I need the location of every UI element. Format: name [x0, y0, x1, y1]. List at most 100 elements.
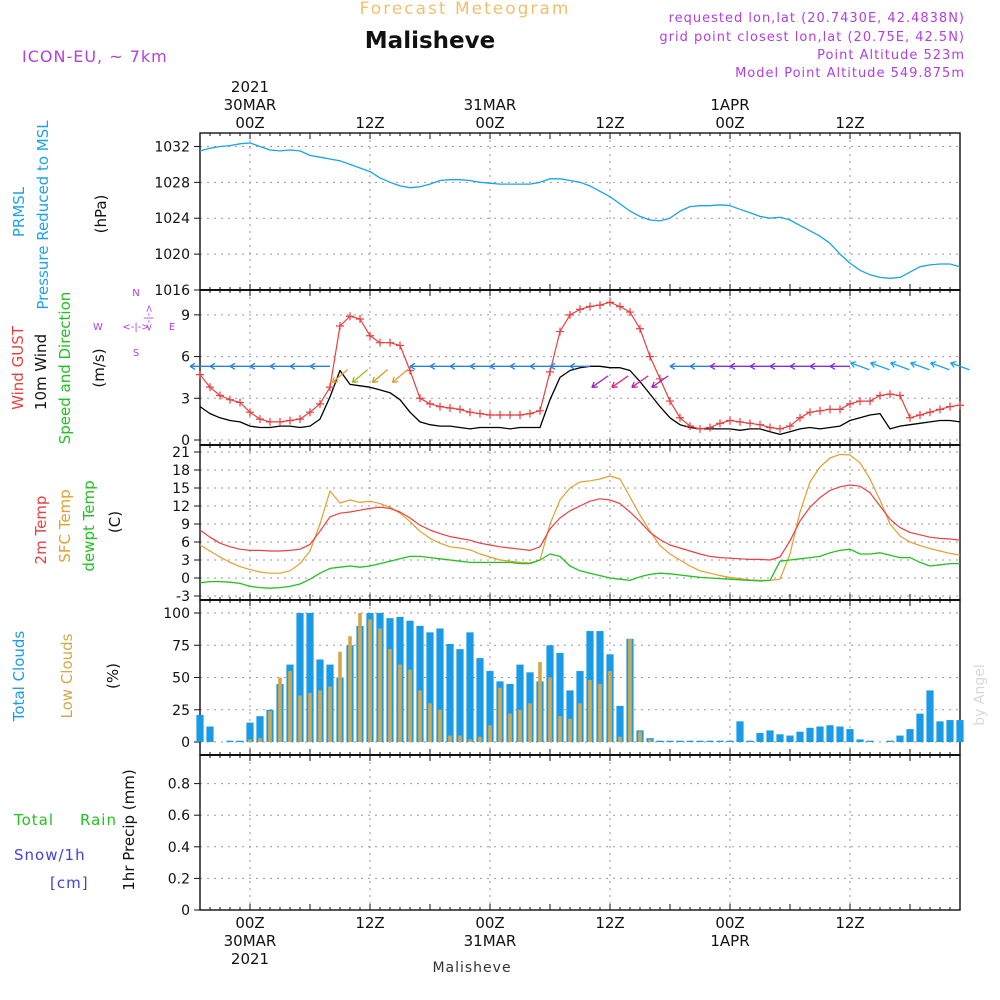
wind-10m-label: 10m Wind [32, 334, 50, 410]
prmsl-label: PRMSL [10, 186, 28, 237]
gust-marker [806, 408, 814, 417]
compass-arrow-we: <-|-> [122, 322, 149, 333]
wind-arrow [289, 362, 310, 370]
top-time-label: 1APR [710, 96, 749, 114]
wind-arrow [669, 362, 690, 370]
wind-arrow [409, 362, 430, 370]
gridpoint-coords: grid point closest lon,lat (20.75E, 42.5… [659, 30, 965, 45]
low-cloud-bar [478, 736, 482, 742]
wind-arrow [910, 361, 930, 371]
wind-arrow-head [890, 361, 897, 368]
wind-arrow-shaft [611, 375, 629, 388]
bottom-time-label: 12Z [835, 914, 864, 932]
wind-arrow-head [809, 362, 816, 370]
wind-arrow [469, 362, 490, 370]
rain-label: Rain [80, 811, 117, 829]
gust-marker [596, 301, 604, 310]
total-cloud-bar [806, 727, 814, 742]
total-cloud-bar [256, 716, 264, 742]
gust-marker [686, 422, 694, 431]
gust-marker [386, 338, 394, 347]
gust-marker [196, 370, 204, 379]
total-cloud-bar [666, 740, 674, 742]
gust-marker [496, 410, 504, 419]
low-cloud-bar [358, 613, 362, 742]
bottom-time-label: 31MAR [464, 932, 517, 950]
temp-labels: 2m Temp SFC Temp dewpt Temp (C) [32, 480, 124, 571]
wind-arrow-shaft [631, 375, 649, 388]
compass-w: W [93, 322, 103, 333]
gust-marker [436, 402, 444, 411]
total-cloud-bar [826, 725, 834, 742]
wind-arrow-head [209, 362, 216, 370]
snow-unit-label: [cm] [50, 874, 89, 892]
precip-labels: Total Rain Snow/1h [cm] 1hr Precip (mm) [13, 769, 138, 892]
gust-marker [826, 405, 834, 414]
low-cloud-bar [598, 683, 602, 742]
temp-tick-label: 15 [172, 481, 190, 497]
clouds-tick-label: 25 [172, 703, 190, 719]
total-cloud-bar [206, 726, 214, 742]
total-cloud-bar [796, 731, 804, 742]
gust-marker [576, 305, 584, 314]
total-cloud-bar [846, 729, 854, 742]
wind-arrow-head [429, 362, 436, 370]
gust-marker [346, 312, 354, 321]
bottom-time-label: 1APR [710, 932, 749, 950]
wind-arrow-head [930, 361, 937, 368]
gust-marker [376, 338, 384, 347]
wind-arrow [729, 362, 750, 370]
precip-tick-label: 0.2 [168, 871, 190, 887]
model-label: ICON-EU, ~ 7km [22, 47, 168, 66]
total-cloud-bar [226, 740, 234, 742]
wind-arrow-head [351, 376, 359, 384]
total-cloud-bar [776, 734, 784, 742]
compass-n: N [132, 288, 139, 299]
watermark: by Angel [972, 664, 988, 725]
total-cloud-bar [926, 690, 934, 742]
sfc-temp-line [199, 453, 961, 582]
model-altitude: Model Point Altitude 549.875m [735, 66, 965, 81]
wind-arrow-shaft [870, 362, 890, 371]
gust-marker [466, 408, 474, 417]
wind-arrow [391, 369, 409, 384]
wind-arrow-head [850, 361, 857, 368]
wind-arrow [351, 369, 369, 384]
wind-arrow-head [249, 362, 256, 370]
gust-marker [516, 410, 524, 419]
gust-marker [906, 413, 914, 422]
wind-arrow [890, 361, 910, 371]
low-cloud-bar [328, 686, 332, 742]
temp-tick-label: 12 [172, 499, 190, 515]
wind-arrow [930, 361, 950, 371]
gust-marker [956, 401, 964, 410]
wind-arrow-head [669, 362, 676, 370]
gust-marker [276, 417, 284, 426]
pressure-tick-label: 1024 [154, 211, 190, 227]
temp-panel: 21 18 15 12 9 6 3 0 -3 [172, 444, 961, 605]
wind-arrow [249, 362, 270, 370]
gust-marker [736, 417, 744, 426]
precip-tick-label: 0.4 [168, 840, 190, 856]
pressure-tick-label: 1028 [154, 175, 190, 191]
wind-arrow-head [549, 362, 556, 370]
total-cloud-bar [296, 613, 304, 742]
wind-arrow-head [409, 362, 416, 370]
forecast-title: Forecast Meteogram [360, 0, 571, 19]
precip-panel: 0.8 0.6 0.4 0.2 0 [168, 754, 961, 919]
wind-arrow-head [591, 381, 598, 388]
gust-marker [286, 416, 294, 425]
pressure-tick-label: 1032 [154, 139, 190, 155]
low-cloud-bar [308, 692, 312, 742]
wind-labels: Wind GUST 10m Wind Speed and Direction (… [9, 288, 175, 444]
total-cloud-bar [916, 713, 924, 742]
total-cloud-bar [756, 732, 764, 742]
total-cloud-bar [946, 720, 954, 742]
total-cloud-bar [246, 722, 254, 742]
low-cloud-bar [388, 649, 392, 742]
wind-arrow-head [769, 362, 776, 370]
low-cloud-bar [608, 671, 612, 742]
wind-arrow-shaft [351, 369, 369, 383]
compass-e: E [169, 322, 175, 333]
low-cloud-bar [428, 703, 432, 742]
